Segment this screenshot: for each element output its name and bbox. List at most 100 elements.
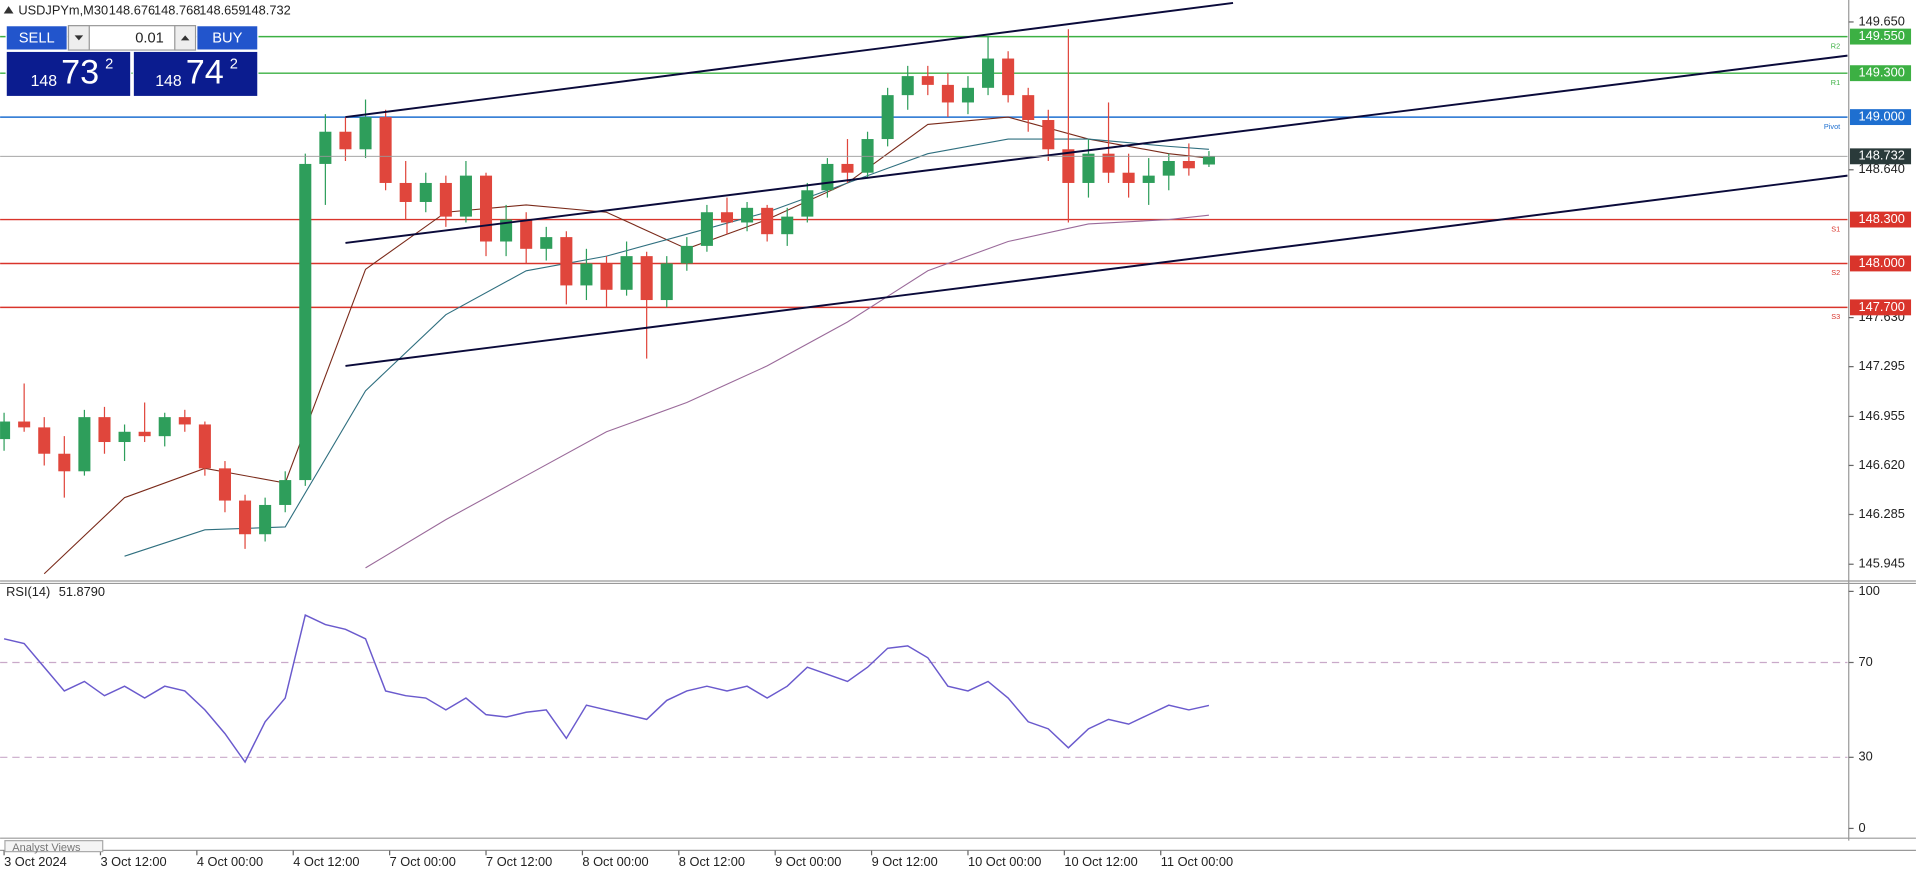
- candle-body: [500, 219, 513, 242]
- level-label: 147.700: [1859, 299, 1905, 314]
- candle-body: [881, 95, 894, 140]
- candle-body: [720, 212, 734, 223]
- candle-body: [1082, 153, 1095, 183]
- level-name: S2: [1831, 268, 1840, 277]
- x-tick-label: 9 Oct 00:00: [775, 854, 841, 869]
- y-tick-label: 146.955: [1859, 408, 1905, 423]
- level-name: Pivot: [1824, 122, 1840, 131]
- candle-body: [1202, 156, 1215, 165]
- overlay: 149.650148.640147.630147.295146.955146.6…: [3, 13, 1912, 869]
- candle-body: [1042, 120, 1055, 150]
- lot-value: 0.01: [135, 30, 164, 46]
- candle-body: [198, 424, 211, 469]
- candle-body: [0, 421, 11, 440]
- candle-body: [660, 263, 673, 301]
- candle-body: [38, 427, 51, 454]
- x-tick-label: 11 Oct 00:00: [1161, 854, 1233, 869]
- rsi-line: [3, 614, 1210, 764]
- candle-body: [901, 76, 914, 96]
- candle-body: [841, 163, 854, 173]
- lot-down-arrow: [74, 35, 84, 41]
- rsi-pane: [0, 614, 1848, 764]
- candle-body: [319, 131, 332, 164]
- ohlc-low: 148.659: [199, 2, 245, 17]
- candle-body: [178, 417, 191, 425]
- x-tick-label: 3 Oct 2024: [4, 854, 67, 869]
- candle-body: [459, 175, 472, 217]
- candle-body: [680, 245, 693, 264]
- rsi-title: RSI(14): [6, 584, 50, 599]
- candle-body: [1142, 175, 1155, 183]
- level-label: 148.300: [1859, 211, 1905, 226]
- level-name: S3: [1831, 312, 1840, 321]
- current-price-label: 148.732: [1859, 148, 1905, 163]
- buy-button[interactable]: [196, 25, 259, 51]
- candle-body: [821, 163, 834, 191]
- level-box: [1849, 211, 1912, 228]
- x-tick-label: 8 Oct 12:00: [679, 854, 745, 869]
- ask-fraction: 2: [230, 57, 238, 73]
- candle-body: [1122, 172, 1135, 183]
- ohlc-open: 148.676: [109, 2, 155, 17]
- candle-body: [18, 421, 31, 428]
- ask-box[interactable]: [132, 50, 259, 98]
- level-label: 149.000: [1859, 108, 1905, 123]
- candle-body: [640, 256, 653, 301]
- candle-body: [700, 212, 713, 246]
- level-box: [1849, 65, 1912, 82]
- candle-body: [399, 182, 412, 202]
- y-tick-label: 147.295: [1859, 358, 1905, 373]
- x-tick-label: 8 Oct 00:00: [582, 854, 648, 869]
- candle-body: [761, 207, 774, 235]
- level-name: R1: [1831, 78, 1840, 87]
- rsi-current: 51.8790: [59, 584, 105, 599]
- candle-body: [138, 431, 151, 437]
- candle-body: [58, 453, 71, 472]
- moving-average: [365, 214, 1209, 569]
- candle-body: [239, 500, 252, 535]
- candle-body: [1062, 149, 1075, 183]
- rsi-y-tick-label: 30: [1859, 749, 1873, 764]
- trendline: [345, 54, 1848, 244]
- candle-body: [921, 76, 934, 85]
- candle-body: [520, 219, 533, 249]
- current-price-box: [1849, 148, 1912, 165]
- candle-body: [1102, 153, 1115, 173]
- rsi-y-tick-label: 100: [1859, 583, 1880, 598]
- candle-body: [78, 417, 91, 472]
- bid-fraction: 2: [105, 57, 113, 73]
- rsi-y-tick-label: 70: [1859, 654, 1873, 669]
- collapse-arrow[interactable]: [3, 6, 14, 14]
- buy-label: BUY: [212, 30, 242, 46]
- analyst-views-tab[interactable]: [4, 840, 104, 853]
- x-tick-label: 7 Oct 00:00: [390, 854, 456, 869]
- candle-body: [98, 417, 111, 443]
- candle-body: [259, 504, 272, 535]
- x-tick-label: 10 Oct 00:00: [968, 854, 1041, 869]
- trendline: [345, 174, 1848, 367]
- candle-body: [560, 237, 573, 286]
- level-box: [1849, 28, 1912, 45]
- y-tick-label: 145.945: [1859, 556, 1905, 571]
- candle-body: [379, 117, 392, 183]
- level-label: 149.550: [1859, 28, 1905, 43]
- tab-label: Analyst Views: [12, 842, 81, 854]
- level-box: [1849, 109, 1912, 126]
- candle-body: [580, 263, 593, 286]
- candle-body: [801, 190, 814, 217]
- candle-body: [419, 182, 432, 202]
- level-box: [1849, 255, 1912, 272]
- candle-body: [941, 84, 954, 103]
- level-name: S1: [1831, 224, 1840, 233]
- sell-button[interactable]: [5, 25, 68, 51]
- level-label: 148.000: [1859, 255, 1905, 270]
- candle-body: [1162, 161, 1175, 176]
- lot-up-arrow: [180, 35, 190, 41]
- y-tick-label: 146.620: [1859, 457, 1905, 472]
- candle-body: [299, 163, 312, 481]
- bid-box[interactable]: [5, 50, 132, 98]
- sell-label: SELL: [19, 30, 55, 46]
- ohlc-close: 148.732: [244, 2, 290, 17]
- candle-body: [741, 207, 754, 223]
